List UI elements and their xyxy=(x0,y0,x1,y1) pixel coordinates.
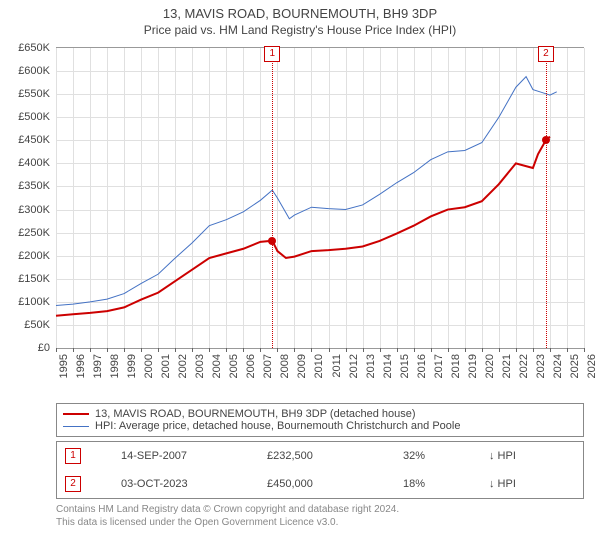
x-axis-label: 1995 xyxy=(56,354,70,378)
x-axis-label: 2009 xyxy=(294,354,308,378)
y-axis-label: £350K xyxy=(18,180,56,192)
legend: 13, MAVIS ROAD, BOURNEMOUTH, BH9 3DP (de… xyxy=(56,403,584,437)
y-axis-label: £400K xyxy=(18,157,56,169)
y-axis-label: £50K xyxy=(24,319,56,331)
footer: Contains HM Land Registry data © Crown c… xyxy=(56,503,592,529)
chart: £0 £50K £100K £150K £200K £250K £300K £350K £400… xyxy=(8,41,592,401)
x-axis-label: 2020 xyxy=(482,354,496,378)
x-axis-label: 2001 xyxy=(158,354,172,378)
y-axis-label: £250K xyxy=(18,227,56,239)
footer-line: Contains HM Land Registry data © Crown c… xyxy=(56,503,592,516)
txn-date: 03-OCT-2023 xyxy=(113,470,259,499)
x-axis-label: 1999 xyxy=(124,354,138,378)
x-axis-label: 2008 xyxy=(277,354,291,378)
txn-date: 14-SEP-2007 xyxy=(113,442,259,471)
legend-label: 13, MAVIS ROAD, BOURNEMOUTH, BH9 3DP (de… xyxy=(95,408,416,420)
x-axis-label: 2000 xyxy=(141,354,155,378)
txn-delta: 18% xyxy=(395,470,481,499)
x-axis-label: 2013 xyxy=(363,354,377,378)
chart-marker-badge: 1 xyxy=(264,46,280,62)
y-axis-label: £650K xyxy=(18,42,56,54)
y-axis-label: £450K xyxy=(18,134,56,146)
legend-label: HPI: Average price, detached house, Bour… xyxy=(95,420,460,432)
x-axis-label: 2026 xyxy=(584,354,598,378)
x-axis-label: 2014 xyxy=(380,354,394,378)
x-axis-label: 2017 xyxy=(431,354,445,378)
txn-suffix: ↓ HPI xyxy=(481,470,584,499)
table-row: 1 14-SEP-2007 £232,500 32% ↓ HPI xyxy=(57,442,584,471)
page-title: 13, MAVIS ROAD, BOURNEMOUTH, BH9 3DP xyxy=(8,6,592,21)
chart-marker-badge: 2 xyxy=(538,46,554,62)
x-axis-label: 1997 xyxy=(90,354,104,378)
x-axis-label: 2004 xyxy=(209,354,223,378)
transactions-table: 1 14-SEP-2007 £232,500 32% ↓ HPI 2 03-OC… xyxy=(56,441,584,499)
legend-item: 13, MAVIS ROAD, BOURNEMOUTH, BH9 3DP (de… xyxy=(63,408,577,420)
x-axis-label: 2018 xyxy=(448,354,462,378)
x-axis-label: 2025 xyxy=(567,354,581,378)
chart-data-point xyxy=(268,237,276,245)
y-axis-label: £500K xyxy=(18,111,56,123)
footer-line: This data is licensed under the Open Gov… xyxy=(56,516,592,529)
y-axis-label: £550K xyxy=(18,88,56,100)
x-axis-label: 2006 xyxy=(243,354,257,378)
x-axis-label: 2003 xyxy=(192,354,206,378)
x-axis-label: 2021 xyxy=(499,354,513,378)
x-axis-label: 2012 xyxy=(346,354,360,378)
txn-price: £232,500 xyxy=(259,442,395,471)
marker-badge: 2 xyxy=(65,476,81,492)
legend-item: HPI: Average price, detached house, Bour… xyxy=(63,420,577,432)
x-axis-label: 2016 xyxy=(414,354,428,378)
x-axis-label: 2023 xyxy=(533,354,547,378)
x-axis-label: 2002 xyxy=(175,354,189,378)
y-axis-label: £300K xyxy=(18,204,56,216)
txn-price: £450,000 xyxy=(259,470,395,499)
x-axis-label: 2015 xyxy=(397,354,411,378)
y-axis-label: £0 xyxy=(38,342,56,354)
x-axis-label: 1998 xyxy=(107,354,121,378)
x-axis-label: 2005 xyxy=(226,354,240,378)
x-axis-label: 2007 xyxy=(260,354,274,378)
x-axis-label: 2022 xyxy=(516,354,530,378)
table-row: 2 03-OCT-2023 £450,000 18% ↓ HPI xyxy=(57,470,584,499)
y-axis-label: £100K xyxy=(18,296,56,308)
x-axis-label: 2024 xyxy=(550,354,564,378)
marker-badge: 1 xyxy=(65,448,81,464)
x-axis-label: 2011 xyxy=(329,354,343,378)
page-subtitle: Price paid vs. HM Land Registry's House … xyxy=(8,23,592,37)
y-axis-label: £600K xyxy=(18,65,56,77)
txn-suffix: ↓ HPI xyxy=(481,442,584,471)
chart-data-point xyxy=(542,136,550,144)
y-axis-label: £200K xyxy=(18,250,56,262)
x-axis-label: 2010 xyxy=(311,354,325,378)
x-axis-label: 1996 xyxy=(73,354,87,378)
x-axis-label: 2019 xyxy=(465,354,479,378)
y-axis-label: £150K xyxy=(18,273,56,285)
txn-delta: 32% xyxy=(395,442,481,471)
